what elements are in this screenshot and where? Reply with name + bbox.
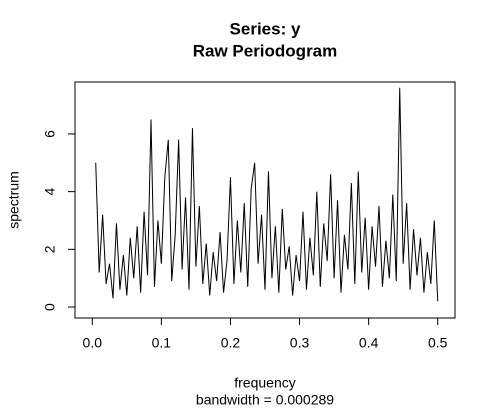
x-tick-label: 0.1 [152, 335, 172, 351]
x-tick-label: 0.4 [359, 335, 379, 351]
chart-title: Series: y [230, 19, 301, 38]
y-tick-label: 2 [42, 245, 58, 253]
chart-subtitle: Raw Periodogram [193, 41, 338, 60]
x-axis-label: frequency [234, 375, 295, 391]
x-tick-label: 0.2 [221, 335, 241, 351]
plot-box [74, 81, 456, 319]
x-axis-sublabel: bandwidth = 0.000289 [196, 392, 334, 408]
y-tick-label: 4 [42, 188, 58, 196]
y-tick-label: 0 [42, 303, 58, 311]
y-axis-label: spectrum [6, 171, 22, 229]
x-tick-label: 0.5 [428, 335, 448, 351]
y-tick-label: 6 [42, 130, 58, 138]
series-line [95, 87, 439, 302]
x-tick-label: 0.0 [83, 335, 103, 351]
x-tick-label: 0.3 [290, 335, 310, 351]
